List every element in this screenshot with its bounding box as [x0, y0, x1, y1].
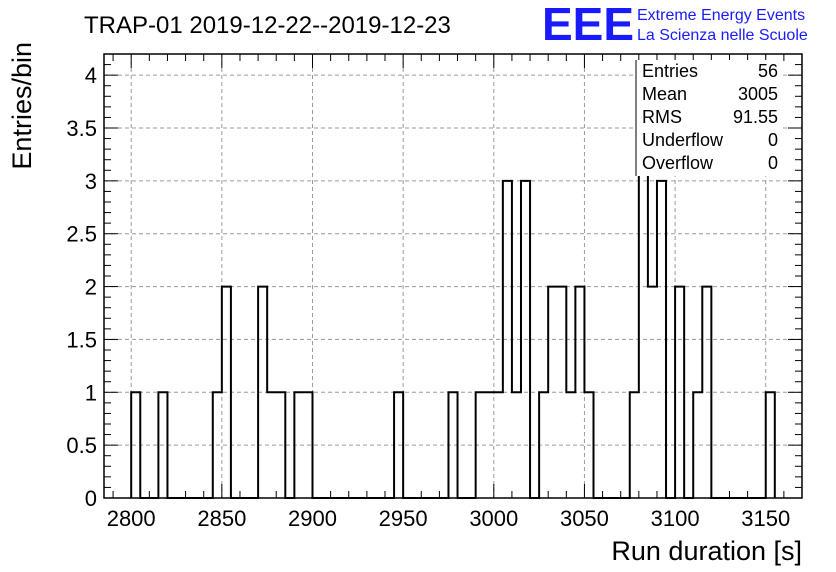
x-tick-label: 2900 — [288, 506, 337, 531]
stats-label: Entries — [642, 61, 698, 81]
x-tick-label: 2850 — [197, 506, 246, 531]
y-tick-label: 2 — [85, 275, 97, 300]
y-tick-labels: 0 0.5 1 1.5 2 2.5 3 3.5 4 — [66, 63, 97, 511]
stats-value: 91.55 — [733, 107, 778, 127]
stats-value: 0 — [768, 153, 778, 173]
y-axis-title: Entries/bin — [7, 42, 37, 170]
x-tick-label: 3150 — [741, 506, 790, 531]
x-tick-label: 2950 — [379, 506, 428, 531]
y-tick-label: 1 — [85, 380, 97, 405]
stats-box-background — [636, 60, 782, 176]
stats-value: 56 — [758, 61, 778, 81]
eee-logo: EEE Extreme Energy Events La Scienza nel… — [542, 0, 808, 50]
y-tick-label: 1.5 — [66, 327, 97, 352]
y-tick-label: 0.5 — [66, 433, 97, 458]
y-tick-label: 3.5 — [66, 116, 97, 141]
stats-label: Mean — [642, 84, 687, 104]
eee-logo-mark: EEE — [542, 0, 634, 50]
y-tick-label: 3 — [85, 169, 97, 194]
stats-value: 0 — [768, 130, 778, 150]
y-tick-label: 4 — [85, 63, 97, 88]
x-tick-labels: 2800 2850 2900 2950 3000 3050 3100 3150 — [107, 506, 790, 531]
x-tick-label: 2800 — [107, 506, 156, 531]
x-tick-label: 3100 — [651, 506, 700, 531]
stats-label: Underflow — [642, 130, 724, 150]
stats-value: 3005 — [738, 84, 778, 104]
chart-title: TRAP-01 2019-12-22--2019-12-23 — [84, 12, 451, 39]
stats-label: RMS — [642, 107, 682, 127]
x-tick-label: 3000 — [469, 506, 518, 531]
stats-label: Overflow — [642, 153, 714, 173]
logo-line-1: Extreme Energy Events — [637, 7, 805, 24]
logo-line-2: La Scienza nelle Scuole — [637, 27, 808, 44]
y-tick-label: 0 — [85, 486, 97, 511]
stats-box: Entries 56 Mean 3005 RMS 91.55 Underflow… — [635, 60, 782, 176]
x-axis-title: Run duration [s] — [611, 536, 802, 566]
y-tick-label: 2.5 — [66, 222, 97, 247]
x-tick-label: 3050 — [560, 506, 609, 531]
